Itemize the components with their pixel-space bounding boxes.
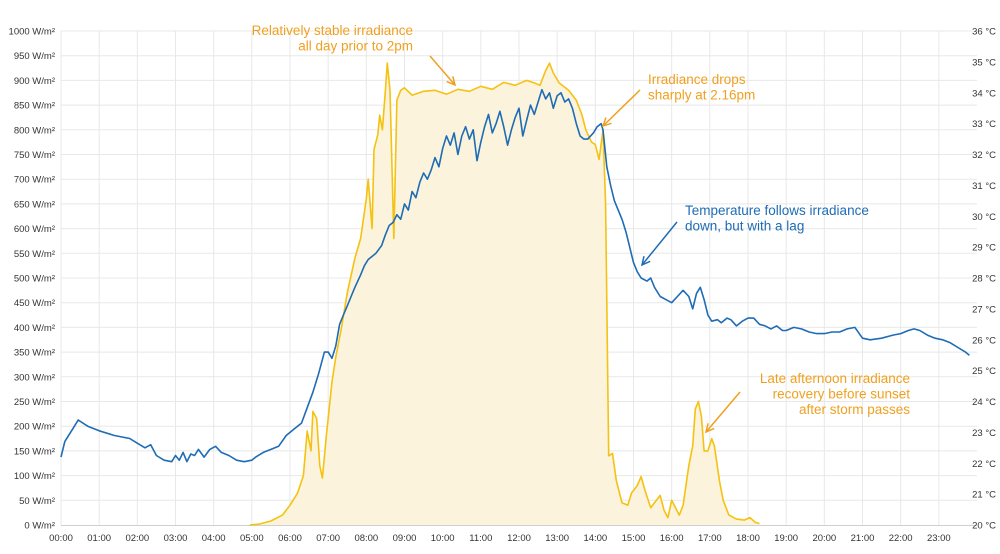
annotation-line: all day prior to 2pm — [298, 39, 413, 54]
left-tick-label: 850 W/m² — [14, 101, 55, 112]
x-tick-label: 13:00 — [545, 533, 569, 544]
right-tick-label: 26 °C — [972, 335, 996, 346]
left-tick-label: 0 W/m² — [24, 521, 55, 532]
x-tick-label: 11:00 — [469, 533, 492, 544]
right-tick-label: 29 °C — [972, 243, 996, 254]
annotation-arrow-head — [640, 256, 651, 267]
x-tick-label: 14:00 — [583, 533, 607, 544]
right-tick-label: 24 °C — [972, 397, 996, 408]
annotation-line: after storm passes — [799, 402, 910, 417]
right-tick-label: 35 °C — [972, 57, 996, 68]
annotation-text: Temperature follows irradiance down, but … — [685, 203, 869, 234]
x-tick-label: 09:00 — [393, 533, 417, 544]
right-tick-label: 21 °C — [972, 490, 996, 501]
annotation-line: Relatively stable irradiance — [252, 23, 413, 38]
annotation-line: recovery before sunset — [773, 387, 911, 402]
x-tick-label: 07:00 — [316, 533, 340, 544]
temperature-series-line — [60, 88, 970, 463]
annotation-line: down, but with a lag — [685, 219, 804, 234]
x-tick-label: 21:00 — [851, 533, 875, 544]
right-tick-label: 34 °C — [972, 88, 996, 99]
x-tick-label: 20:00 — [812, 533, 836, 544]
annotation-line: Late afternoon irradiance — [760, 371, 910, 386]
right-tick-label: 31 °C — [972, 181, 996, 192]
left-tick-label: 100 W/m² — [14, 471, 55, 482]
annotation-arrow-head — [446, 76, 457, 87]
chart-annotations: Relatively stable irradiance all day prio… — [252, 23, 910, 434]
left-tick-label: 300 W/m² — [14, 372, 55, 383]
left-tick-label: 350 W/m² — [14, 348, 55, 359]
left-tick-label: 550 W/m² — [14, 249, 55, 260]
left-tick-label: 950 W/m² — [14, 51, 55, 62]
x-tick-label: 08:00 — [354, 533, 378, 544]
left-tick-label: 750 W/m² — [14, 150, 55, 161]
left-tick-label: 150 W/m² — [14, 446, 55, 457]
left-tick-label: 700 W/m² — [14, 175, 55, 186]
annotation-line: Irradiance drops — [648, 72, 746, 87]
chart-series — [60, 62, 970, 526]
right-tick-label: 22 °C — [972, 459, 996, 470]
left-tick-label: 400 W/m² — [14, 323, 55, 334]
left-axis-ticks: 0 W/m² 50 W/m² 100 W/m² 150 W/m² 200 W/m² 250… — [9, 27, 55, 532]
annotation-arrow-line — [641, 221, 678, 266]
x-tick-label: 02:00 — [125, 533, 149, 544]
x-tick-label: 03:00 — [164, 533, 188, 544]
x-tick-label: 05:00 — [240, 533, 264, 544]
right-tick-label: 25 °C — [972, 366, 996, 377]
x-tick-label: 00:00 — [49, 533, 73, 544]
annotation-arrow-head — [704, 423, 715, 434]
annotation-arrow-head — [601, 117, 612, 128]
annotation-arrow-line — [602, 89, 641, 127]
right-tick-label: 30 °C — [972, 212, 996, 223]
right-tick-label: 33 °C — [972, 119, 996, 130]
x-tick-label: 04:00 — [202, 533, 226, 544]
x-tick-label: 23:00 — [927, 533, 951, 544]
annotation-line: Temperature follows irradiance — [685, 203, 869, 218]
annotation-text: Relatively stable irradiance all day prio… — [252, 23, 413, 54]
x-tick-label: 22:00 — [889, 533, 913, 544]
right-tick-label: 20 °C — [972, 521, 996, 532]
left-tick-label: 50 W/m² — [19, 496, 55, 507]
x-tick-label: 18:00 — [736, 533, 760, 544]
left-tick-label: 800 W/m² — [14, 125, 55, 136]
right-tick-label: 36 °C — [972, 27, 996, 38]
x-tick-label: 01:00 — [87, 533, 111, 544]
left-tick-label: 650 W/m² — [14, 199, 55, 210]
right-tick-label: 32 °C — [972, 150, 996, 161]
left-tick-label: 250 W/m² — [14, 397, 55, 408]
irradiance-area — [249, 63, 760, 525]
annotation-text: Irradiance drops sharply at 2.16pm — [648, 72, 755, 103]
left-tick-label: 450 W/m² — [14, 298, 55, 309]
x-tick-label: 17:00 — [698, 533, 722, 544]
right-axis-ticks: 20 °C 21 °C 22 °C 23 °C 24 °C 25 °C 26 °C 27 °C… — [972, 27, 996, 532]
annotation-line: sharply at 2.16pm — [648, 88, 755, 103]
left-tick-label: 500 W/m² — [14, 274, 55, 285]
left-tick-label: 600 W/m² — [14, 224, 55, 235]
right-tick-label: 28 °C — [972, 274, 996, 285]
right-tick-label: 23 °C — [972, 428, 996, 439]
x-tick-label: 10:00 — [431, 533, 455, 544]
x-tick-label: 06:00 — [278, 533, 302, 544]
x-tick-label: 12:00 — [507, 533, 531, 544]
annotation-text: Late afternoon irradiance recovery before… — [760, 371, 910, 417]
left-tick-label: 900 W/m² — [14, 76, 55, 87]
irradiance-series-line — [249, 62, 760, 526]
x-axis-ticks: 00:00 01:00 02:00 03:00 04:00 05:00 06:00 07:00… — [49, 533, 951, 544]
x-tick-label: 15:00 — [622, 533, 646, 544]
right-tick-label: 27 °C — [972, 304, 996, 315]
left-tick-label: 1000 W/m² — [9, 27, 55, 38]
x-tick-label: 19:00 — [774, 533, 798, 544]
left-tick-label: 200 W/m² — [14, 422, 55, 433]
annotation-arrow-line — [429, 55, 456, 86]
x-tick-label: 16:00 — [660, 533, 684, 544]
annotation-arrow-line — [705, 391, 741, 433]
